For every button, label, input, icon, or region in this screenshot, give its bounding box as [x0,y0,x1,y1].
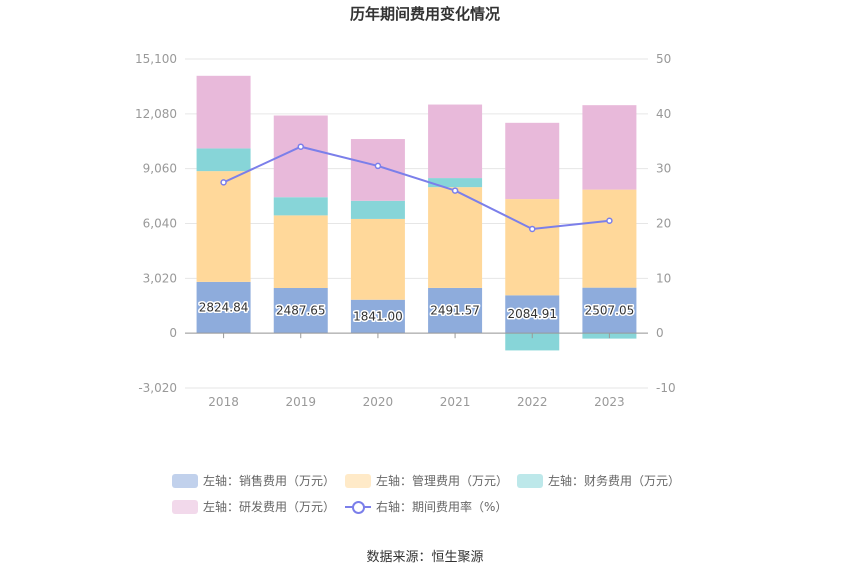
legend-label: 右轴：期间费用率（%） [376,500,508,514]
left-axis-tick-label: 6,040 [143,217,177,231]
bar-segment-2 [350,218,405,300]
data-source-note: 数据来源：恒生聚源 [366,550,484,565]
expense-ratio-point [374,162,382,170]
bar-segment-3 [505,333,560,351]
legend-label: 左轴：财务费用（万元） [548,474,681,488]
bar-segment-3 [428,178,483,188]
left-axis-tick-label: 0 [169,326,177,340]
bar-segment-2 [273,215,328,288]
bar-segment-3 [273,197,328,216]
bar-segment-4 [350,139,405,201]
bar-value-label: 2507.05 [585,303,635,317]
bar-value-label: 2824.84 [199,301,249,315]
bar-segment-2 [196,171,251,282]
expense-ratio-line [223,145,610,231]
x-axis-tick-label: 2023 [594,395,625,409]
legend-swatch [172,473,198,488]
legend-swatch [517,473,543,488]
x-axis-tick-label: 2021 [440,395,471,409]
right-axis-tick-label: 50 [656,52,671,66]
bar-segment-2 [428,187,483,288]
legend-swatch [345,473,371,488]
bar-segment-3 [350,200,405,219]
expense-ratio-point [606,217,613,225]
legend-item[interactable]: 左轴：研发费用（万元） [172,498,335,515]
x-axis-tick-label: 2022 [517,395,548,409]
bar-segment-2 [582,189,637,288]
legend-swatch [172,499,198,514]
bar-segment-1 [196,281,251,334]
bar-segment-4 [428,104,483,179]
left-axis-tick-label: 12,080 [135,107,177,121]
expense-ratio-point [529,225,536,233]
legend-item[interactable]: 左轴：管理费用（万元） [345,472,508,489]
x-axis-tick-label: 2019 [285,395,316,409]
legend-item[interactable]: 左轴：销售费用（万元） [172,472,335,489]
legend-label: 左轴：管理费用（万元） [376,474,509,488]
bar-segment-1 [582,287,637,334]
legend-label: 左轴：销售费用（万元） [203,474,336,488]
legend-item[interactable]: 右轴：期间费用率（%） [345,498,507,515]
bar-segment-1 [428,287,483,334]
legend-item[interactable]: 左轴：财务费用（万元） [517,472,680,489]
right-axis-tick-label: 20 [656,217,671,231]
x-axis-tick-label: 2018 [208,395,239,409]
bar-segment-3 [196,148,251,172]
left-axis-tick-label: -3,020 [138,381,177,395]
expense-ratio-point [220,179,227,186]
bar-value-label: 2487.65 [276,304,326,318]
bar-segment-2 [505,199,560,296]
legend-line-marker [345,500,371,514]
bar-segment-1 [350,299,405,334]
bar-segment-1 [505,295,560,334]
right-axis-tick-label: 40 [656,107,671,121]
bar-value-label: 2084.91 [507,307,557,321]
bar-segment-4 [196,75,251,149]
bar-segment-4 [505,122,560,200]
chart-title: 历年期间费用变化情况 [349,5,500,23]
right-axis-tick-label: 0 [656,326,664,340]
chart-plot: 15,100 50 12,080 40 9,060 30 6,040 20 3,020 10 0 0 -… [135,52,676,409]
bar-value-label: 2491.57 [430,304,480,318]
bar-segment-1 [273,287,328,334]
left-axis-tick-label: 3,020 [143,271,177,285]
bar-segment-4 [582,105,637,190]
left-axis-tick-label: 15,100 [135,52,177,66]
right-axis-tick-label: 10 [656,271,671,285]
right-axis-tick-label: 30 [656,162,671,176]
bar-value-label: 1841.00 [353,309,403,323]
bar-segment-4 [273,115,328,198]
right-axis-tick-label: -10 [656,381,676,395]
legend-label: 左轴：研发费用（万元） [203,500,336,514]
expense-ratio-point [297,143,304,150]
expense-ratio-point [451,187,459,194]
left-axis-tick-label: 9,060 [143,162,177,176]
x-axis-tick-label: 2020 [363,395,394,409]
